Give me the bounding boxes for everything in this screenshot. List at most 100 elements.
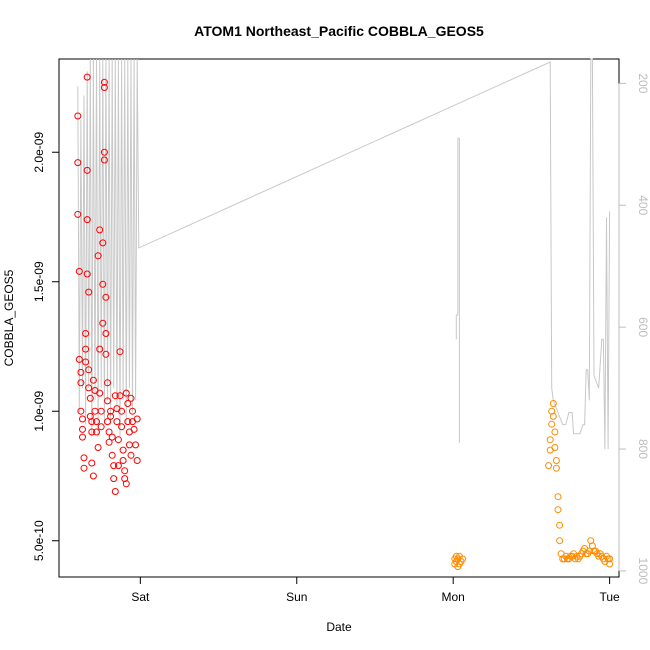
data-point [118,407,126,415]
data-point [75,267,83,275]
data-point [459,555,467,563]
data-point [102,350,110,358]
right-tick-label: 600 [636,317,650,337]
data-point [119,446,127,454]
data-point [606,560,614,568]
data-point [104,379,111,387]
data-point [80,464,88,472]
data-point [79,425,86,433]
data-point [121,467,129,475]
data-point [100,156,108,164]
data-point [552,464,560,472]
data-point [96,226,104,234]
data-point [75,355,83,363]
data-point [88,428,96,436]
data-point [99,239,107,247]
data-point [124,418,132,426]
data-point [77,368,85,376]
data-point [97,407,105,415]
data-point [551,444,559,451]
data-point [119,457,127,464]
y-tick-label: 2.0e-09 [32,132,46,173]
data-point [82,330,90,337]
x-axis: Sat Sun Mon Tue [131,577,620,604]
data-point [122,389,130,397]
data-point [554,506,562,514]
data-point [96,345,104,353]
data-point [100,84,108,91]
data-point [130,425,138,433]
data-point [549,412,557,420]
data-point [80,454,88,462]
data-point [83,166,91,174]
data-point [118,423,126,431]
right-axis: 200 400 600 800 1000 [618,73,650,585]
data-point [606,555,614,563]
data-point [110,475,118,483]
data-point [74,112,82,120]
data-point [97,423,105,431]
data-point [104,418,111,426]
data-point [545,462,553,470]
data-point [86,394,94,402]
data-point [556,521,564,529]
data-point [129,407,136,415]
data-point [111,488,119,495]
data-point [133,457,141,464]
chart-title: ATOM1 Northeast_Pacific COBBLA_GEOS5 [194,23,484,39]
data-point [89,376,97,384]
data-point [89,472,97,480]
right-tick-label: 800 [636,439,650,459]
y-axis: 5.0e-10 1.0e-09 1.5e-09 2.0e-09 [32,132,59,561]
data-point [79,433,86,441]
data-point [102,330,110,337]
data-point [83,73,91,81]
y-tick-label: 1.0e-09 [32,391,46,432]
data-point [546,436,554,444]
right-tick-label: 1000 [636,558,650,585]
x-axis-label: Date [326,620,352,634]
data-point [96,389,104,397]
y-tick-label: 5.0e-10 [32,520,46,561]
y-tick-label: 1.5e-09 [32,261,46,302]
data-point [105,428,113,436]
data-point [99,319,107,327]
data-point [111,392,119,400]
data-point [127,451,135,459]
data-point [88,418,96,426]
data-point [79,415,86,423]
data-point [133,415,141,423]
data-point [85,366,93,374]
right-tick-label: 400 [636,195,650,215]
data-point [124,400,132,407]
data-point [88,459,96,467]
data-point [91,407,99,415]
data-point [77,379,85,387]
data-point [116,348,124,356]
data-point [85,384,93,392]
data-point [94,252,102,260]
data-point [102,293,110,301]
x-tick-label: Mon [442,590,465,604]
data-point [83,270,91,278]
data-point [94,444,102,451]
data-point [82,358,90,366]
data-point [549,400,557,407]
data-point [125,441,133,449]
y-axis-label: COBBLA_GEOS5 [2,269,16,366]
data-point [116,392,124,400]
right-tick-label: 200 [636,73,650,93]
data-point [93,418,100,426]
plot-frame [58,58,620,578]
data-point [554,493,562,501]
data-point [83,216,91,224]
data-point [108,433,116,441]
data-point [85,288,93,296]
data-point [122,480,130,488]
data-point [552,457,560,464]
data-point [107,412,115,420]
x-tick-label: Tue [599,590,620,604]
right-axis-line [77,58,611,450]
